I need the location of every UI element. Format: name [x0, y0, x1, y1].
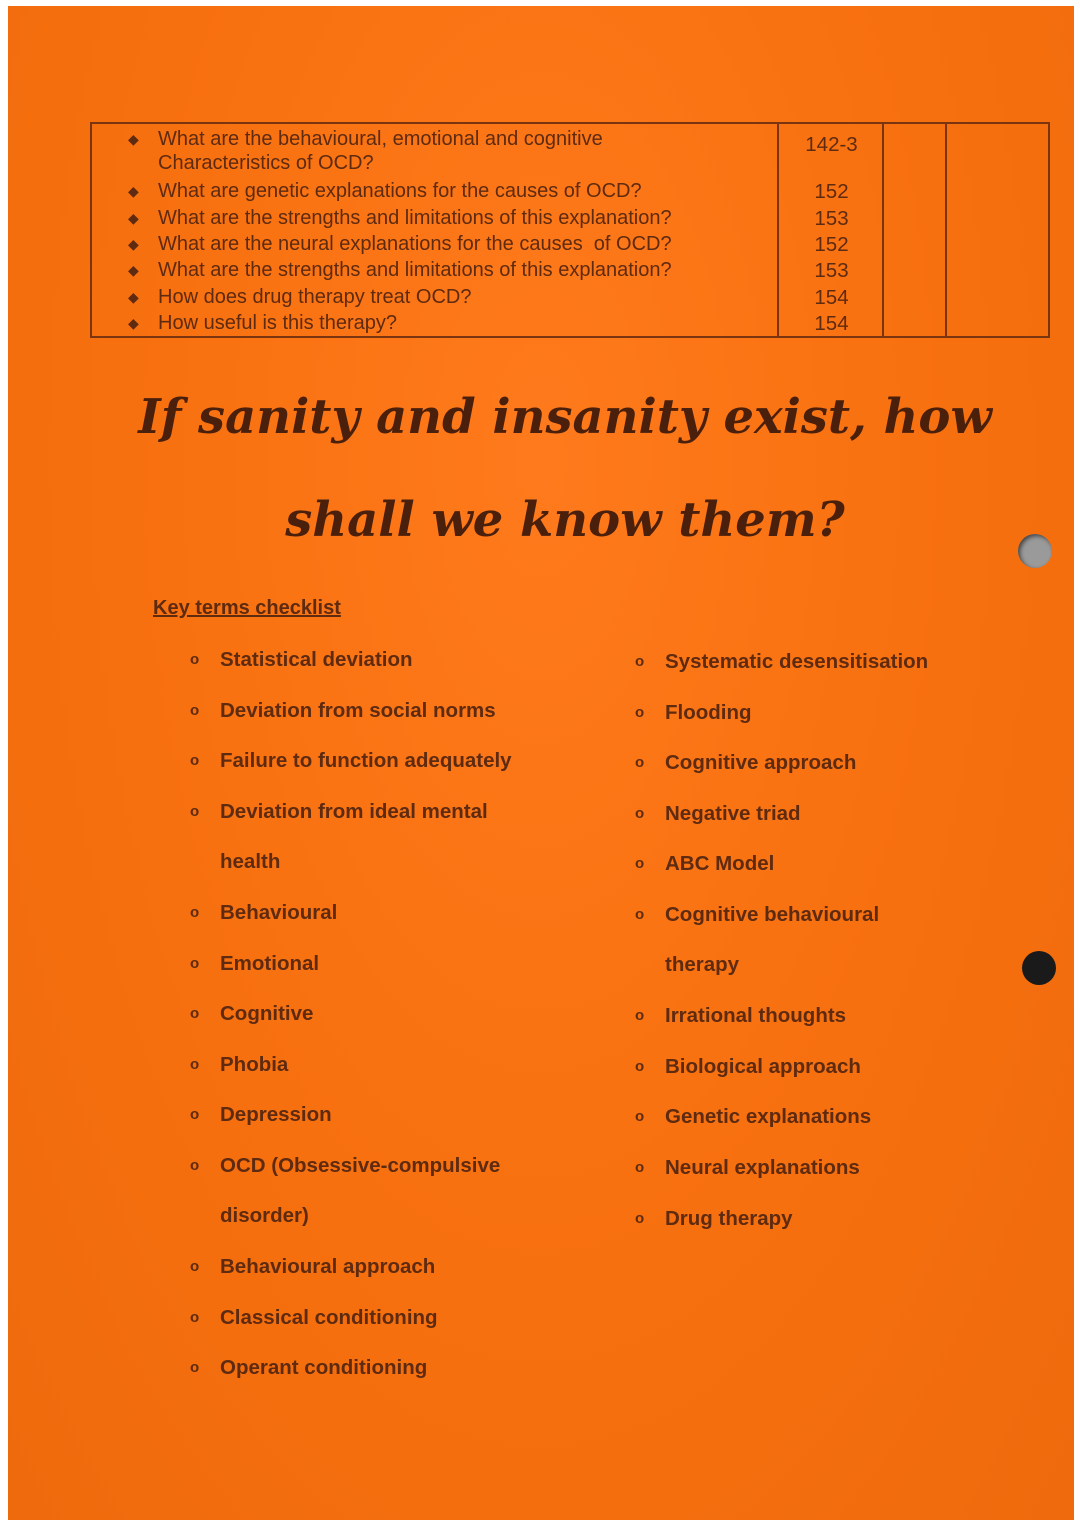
checklist-item-label: Cognitive approach	[665, 751, 857, 774]
circle-bullet-icon: o	[190, 1106, 200, 1123]
circle-bullet-icon: o	[190, 904, 200, 921]
checklist-item-label: Deviation from social norms	[220, 699, 496, 722]
checklist-item-label: Neural explanations	[665, 1156, 860, 1179]
orange-paper-sheet	[8, 6, 1074, 1520]
checklist-item-label: Systematic desensitisation	[665, 650, 929, 673]
page-number: 153	[814, 207, 849, 230]
question-text: How useful is this therapy?	[158, 312, 398, 334]
punch-hole	[1022, 951, 1056, 985]
circle-bullet-icon: o	[190, 1359, 200, 1376]
checklist-item-label: Negative triad	[665, 802, 801, 825]
diamond-bullet-icon: ◆	[128, 236, 139, 252]
quote-line-1: If sanity and insanity exist, how	[138, 389, 992, 445]
checklist-item-label: Genetic explanations	[665, 1105, 872, 1128]
circle-bullet-icon: o	[635, 805, 645, 822]
column-divider	[777, 124, 779, 336]
page-number: 142-3	[805, 133, 858, 156]
diamond-bullet-icon: ◆	[128, 315, 139, 331]
circle-bullet-icon: o	[635, 653, 645, 670]
question-text: What are genetic explanations for the ca…	[158, 180, 642, 202]
checklist-item-label: ABC Model	[665, 852, 775, 875]
page-number: 152	[814, 180, 849, 203]
column-divider	[882, 124, 884, 336]
question-text: What are the behavioural, emotional and …	[158, 128, 603, 174]
checklist-item-label: Statistical deviation	[220, 648, 413, 671]
circle-bullet-icon: o	[190, 1056, 200, 1073]
column-divider	[945, 124, 947, 336]
checklist-item-label: Depression	[220, 1103, 332, 1126]
diamond-bullet-icon: ◆	[128, 183, 139, 199]
circle-bullet-icon: o	[635, 1210, 645, 1227]
circle-bullet-icon: o	[190, 1157, 200, 1174]
circle-bullet-icon: o	[190, 1258, 200, 1275]
diamond-bullet-icon: ◆	[128, 262, 139, 278]
circle-bullet-icon: o	[635, 1007, 645, 1024]
checklist-item-label: Cognitive behavioural therapy	[665, 903, 880, 976]
question-table: ◆ What are the behavioural, emotional and…	[90, 122, 1050, 338]
question-text: What are the strengths and limitations o…	[158, 259, 672, 281]
circle-bullet-icon: o	[635, 754, 645, 771]
checklist-item-label: Cognitive	[220, 1002, 314, 1025]
checklist-item-label: Irrational thoughts	[665, 1004, 847, 1027]
checklist-item-label: Deviation from ideal mental health	[220, 800, 488, 873]
circle-bullet-icon: o	[190, 702, 200, 719]
circle-bullet-icon: o	[190, 1005, 200, 1022]
circle-bullet-icon: o	[190, 651, 200, 668]
circle-bullet-icon: o	[190, 752, 200, 769]
page-number: 154	[814, 312, 849, 335]
circle-bullet-icon: o	[635, 1108, 645, 1125]
quote-line-2: shall we know them?	[285, 492, 845, 548]
circle-bullet-icon: o	[190, 1309, 200, 1326]
checklist-item-label: Biological approach	[665, 1055, 861, 1078]
checklist-item-label: Classical conditioning	[220, 1306, 438, 1329]
question-text: What are the neural explanations for the…	[158, 233, 672, 255]
circle-bullet-icon: o	[190, 955, 200, 972]
checklist-item-label: Drug therapy	[665, 1207, 793, 1230]
question-text: What are the strengths and limitations o…	[158, 207, 672, 229]
diamond-bullet-icon: ◆	[128, 210, 139, 226]
punch-hole	[1018, 534, 1052, 568]
page-number: 152	[814, 233, 849, 256]
circle-bullet-icon: o	[635, 1159, 645, 1176]
checklist-item-label: Flooding	[665, 701, 752, 724]
circle-bullet-icon: o	[190, 803, 200, 820]
circle-bullet-icon: o	[635, 855, 645, 872]
circle-bullet-icon: o	[635, 906, 645, 923]
page-number: 154	[814, 286, 849, 309]
circle-bullet-icon: o	[635, 704, 645, 721]
checklist-item-label: Behavioural	[220, 901, 338, 924]
checklist-item-label: Emotional	[220, 952, 320, 975]
diamond-bullet-icon: ◆	[128, 289, 139, 305]
page-number: 153	[814, 259, 849, 282]
question-text: How does drug therapy treat OCD?	[158, 286, 472, 308]
circle-bullet-icon: o	[635, 1058, 645, 1075]
checklist-item-label: Behavioural approach	[220, 1255, 436, 1278]
checklist-item-label: Phobia	[220, 1053, 289, 1076]
diamond-bullet-icon: ◆	[128, 131, 139, 147]
checklist-item-label: Failure to function adequately	[220, 749, 512, 772]
key-terms-heading: Key terms checklist	[153, 597, 341, 619]
checklist-item-label: OCD (Obsessive-compulsive disorder)	[220, 1154, 501, 1227]
checklist-item-label: Operant conditioning	[220, 1356, 428, 1379]
